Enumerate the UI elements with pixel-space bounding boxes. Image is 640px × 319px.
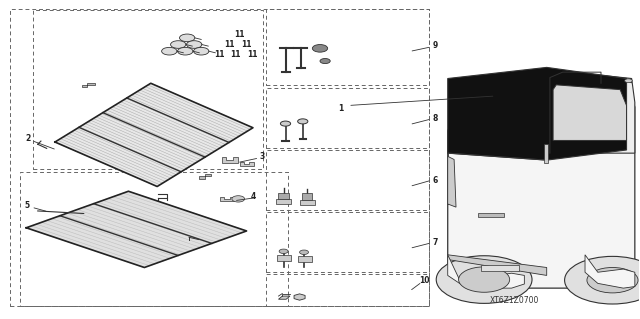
Text: 3: 3 — [260, 152, 265, 161]
Polygon shape — [82, 83, 95, 87]
Text: 2: 2 — [25, 134, 30, 143]
Circle shape — [564, 256, 640, 304]
Circle shape — [300, 250, 308, 255]
Text: 4: 4 — [250, 191, 255, 201]
Circle shape — [232, 196, 244, 202]
Bar — [543, 144, 548, 163]
Text: 5: 5 — [25, 201, 30, 210]
Circle shape — [625, 79, 632, 83]
Text: 10: 10 — [419, 276, 429, 285]
Bar — [278, 193, 289, 199]
Circle shape — [177, 48, 193, 55]
Polygon shape — [448, 78, 635, 288]
Circle shape — [436, 256, 532, 303]
Circle shape — [312, 45, 328, 52]
Bar — [481, 265, 519, 271]
Text: 7: 7 — [432, 238, 438, 247]
Text: XT6Z1Z0700: XT6Z1Z0700 — [490, 296, 540, 305]
Text: 8: 8 — [432, 114, 438, 123]
Circle shape — [587, 268, 638, 293]
Polygon shape — [198, 174, 211, 179]
Polygon shape — [294, 294, 305, 300]
Polygon shape — [221, 157, 237, 163]
Text: 11: 11 — [234, 30, 244, 39]
Bar — [300, 200, 315, 204]
Text: 11: 11 — [241, 40, 251, 49]
Polygon shape — [220, 197, 234, 201]
Text: 11: 11 — [247, 50, 257, 59]
Polygon shape — [448, 156, 456, 207]
Text: 11: 11 — [230, 50, 241, 59]
Polygon shape — [448, 67, 627, 160]
Polygon shape — [585, 255, 635, 288]
Text: 9: 9 — [433, 41, 438, 50]
Polygon shape — [26, 191, 246, 268]
Bar — [298, 256, 312, 262]
Bar — [302, 194, 312, 200]
Polygon shape — [278, 296, 290, 299]
Bar — [277, 255, 291, 261]
Bar — [478, 213, 504, 217]
Circle shape — [298, 119, 308, 124]
Text: 1: 1 — [339, 104, 344, 113]
Polygon shape — [553, 85, 627, 140]
Circle shape — [280, 121, 291, 126]
Polygon shape — [55, 83, 253, 187]
Polygon shape — [448, 255, 547, 275]
Text: 11: 11 — [214, 50, 225, 59]
Bar — [276, 199, 291, 204]
Polygon shape — [239, 162, 253, 167]
Circle shape — [186, 41, 202, 48]
Circle shape — [459, 267, 509, 292]
Circle shape — [162, 48, 177, 55]
Circle shape — [171, 41, 186, 48]
Circle shape — [179, 34, 195, 42]
Text: 11: 11 — [224, 40, 235, 49]
Circle shape — [193, 48, 209, 55]
Text: 6: 6 — [433, 176, 438, 185]
Circle shape — [279, 249, 288, 254]
Polygon shape — [547, 70, 635, 153]
Polygon shape — [448, 255, 524, 288]
Circle shape — [320, 58, 330, 63]
